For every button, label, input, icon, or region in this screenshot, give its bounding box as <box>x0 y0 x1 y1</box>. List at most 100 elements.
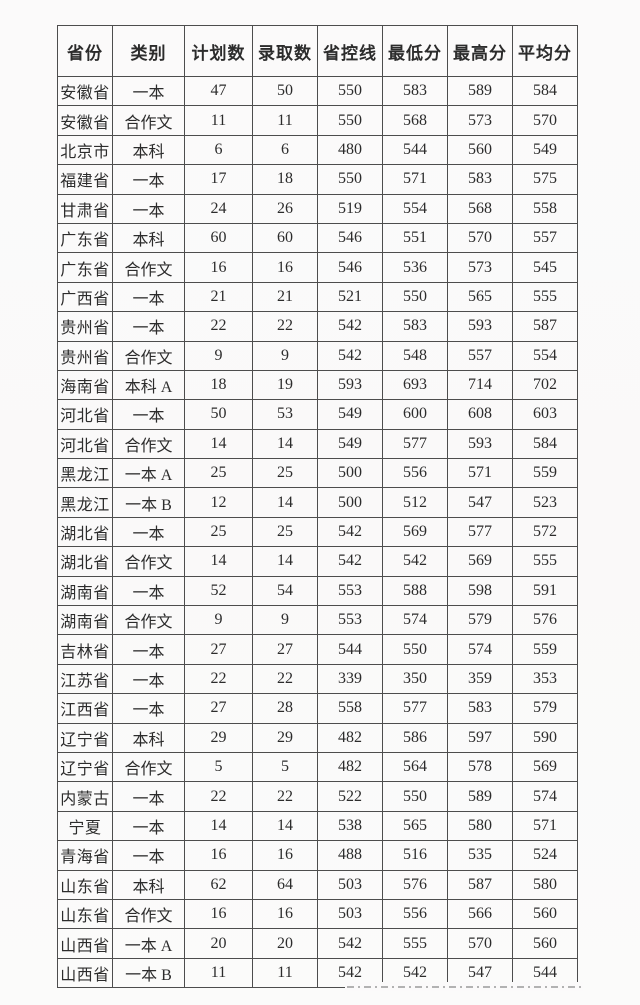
table-cell: 516 <box>382 840 448 871</box>
table-cell: 安徽省 <box>57 105 113 136</box>
table-cell: 9 <box>252 340 318 371</box>
column-header: 最低分 <box>382 25 448 77</box>
table-row: 河北省 合作文 14 14 549 577 593 584 <box>57 428 578 460</box>
table-cell: 560 <box>512 928 578 959</box>
table-cell: 辽宁省 <box>57 751 113 783</box>
table-cell: 574 <box>447 634 513 665</box>
table-cell: 523 <box>512 487 578 518</box>
table-cell: 546 <box>317 222 383 254</box>
table-row: 河北省 一本 50 53 549 600 608 603 <box>57 399 578 430</box>
table-cell: 14 <box>184 810 253 842</box>
table-cell: 一本 <box>112 399 185 430</box>
table-cell: 一本 <box>112 663 185 695</box>
column-header: 录取数 <box>252 25 318 77</box>
table-cell: 20 <box>252 928 318 959</box>
table-cell: 558 <box>512 193 578 224</box>
column-header: 省控线 <box>317 25 383 77</box>
table-cell: 550 <box>317 164 383 195</box>
table-cell: 583 <box>382 75 448 107</box>
table-cell: 22 <box>252 311 318 342</box>
table-cell: 本科 <box>112 869 185 900</box>
table-cell: 555 <box>382 928 448 959</box>
table-cell: 贵州省 <box>57 340 113 371</box>
table-cell: 14 <box>252 487 318 518</box>
table-cell: 564 <box>382 751 448 783</box>
table-cell: 24 <box>184 193 253 224</box>
table-cell: 555 <box>512 546 578 577</box>
table-cell: 554 <box>512 340 578 371</box>
table-cell: 598 <box>447 575 513 607</box>
table-cell: 554 <box>382 193 448 224</box>
table-cell: 山东省 <box>57 869 113 900</box>
table-cell: 27 <box>184 693 253 724</box>
table-cell: 549 <box>317 399 383 430</box>
table-cell: 黑龙江 <box>57 458 113 489</box>
table-cell: 580 <box>447 810 513 842</box>
table-cell: 河北省 <box>57 399 113 430</box>
table-cell: 14 <box>184 428 253 460</box>
table-cell: 52 <box>184 575 253 607</box>
table-row: 安徽省 合作文 11 11 550 568 573 570 <box>57 105 578 136</box>
table-cell: 江西省 <box>57 693 113 724</box>
table-cell: 559 <box>512 634 578 665</box>
table-cell: 28 <box>252 693 318 724</box>
table-header-row: 省份 类别 计划数 录取数 省控线 最低分 最高分 平均分 <box>57 25 578 77</box>
table-cell: 北京市 <box>57 134 113 166</box>
table-cell: 合作文 <box>112 751 185 783</box>
table-row: 山西省 一本 B 11 11 542 542 547 544 <box>57 957 578 989</box>
table-cell: 557 <box>447 340 513 371</box>
table-cell: 570 <box>447 928 513 959</box>
column-header: 计划数 <box>184 25 253 77</box>
table-cell: 570 <box>447 222 513 254</box>
table-cell: 5 <box>252 751 318 783</box>
table-cell: 6 <box>184 134 253 166</box>
table-cell: 589 <box>447 781 513 812</box>
table-cell: 573 <box>447 252 513 283</box>
table-cell: 577 <box>382 428 448 460</box>
table-cell: 本科 <box>112 134 185 166</box>
table-cell: 542 <box>317 546 383 577</box>
table-cell: 29 <box>184 722 253 753</box>
table-cell: 29 <box>252 722 318 753</box>
table-cell: 544 <box>382 134 448 166</box>
table-cell: 25 <box>184 458 253 489</box>
table-cell: 22 <box>252 663 318 695</box>
table-row: 江苏省 一本 22 22 339 350 359 353 <box>57 663 578 695</box>
table-cell: 579 <box>447 605 513 636</box>
table-cell: 547 <box>447 487 513 518</box>
table-cell: 482 <box>317 722 383 753</box>
table-cell: 608 <box>447 399 513 430</box>
table-cell: 569 <box>382 516 448 548</box>
table-cell: 一本 <box>112 281 185 313</box>
table-cell: 550 <box>382 281 448 313</box>
table-cell: 64 <box>252 869 318 900</box>
table-cell: 519 <box>317 193 383 224</box>
table-cell: 21 <box>252 281 318 313</box>
table-cell: 11 <box>252 105 318 136</box>
table-cell: 内蒙古 <box>57 781 113 812</box>
table-row: 江西省 一本 27 28 558 577 583 579 <box>57 693 578 724</box>
table-cell: 550 <box>382 634 448 665</box>
table-cell: 593 <box>317 369 383 401</box>
table-cell: 贵州省 <box>57 311 113 342</box>
table-row: 辽宁省 本科 29 29 482 586 597 590 <box>57 722 578 753</box>
table-cell: 25 <box>184 516 253 548</box>
table-cell: 588 <box>382 575 448 607</box>
table-cell: 辽宁省 <box>57 722 113 753</box>
table-cell: 550 <box>317 105 383 136</box>
table-cell: 本科 <box>112 722 185 753</box>
table-cell: 600 <box>382 399 448 430</box>
table-cell: 海南省 <box>57 369 113 401</box>
table-cell: 583 <box>447 693 513 724</box>
table-cell: 广东省 <box>57 222 113 254</box>
table-cell: 556 <box>382 898 448 930</box>
table-cell: 574 <box>382 605 448 636</box>
table-row: 湖南省 合作文 9 9 553 574 579 576 <box>57 605 578 636</box>
table-cell: 574 <box>512 781 578 812</box>
table-cell: 587 <box>512 311 578 342</box>
table-cell: 9 <box>252 605 318 636</box>
table-cell: 482 <box>317 751 383 783</box>
table-cell: 一本 <box>112 311 185 342</box>
column-header: 最高分 <box>447 25 513 77</box>
table-row: 湖北省 合作文 14 14 542 542 569 555 <box>57 546 578 577</box>
